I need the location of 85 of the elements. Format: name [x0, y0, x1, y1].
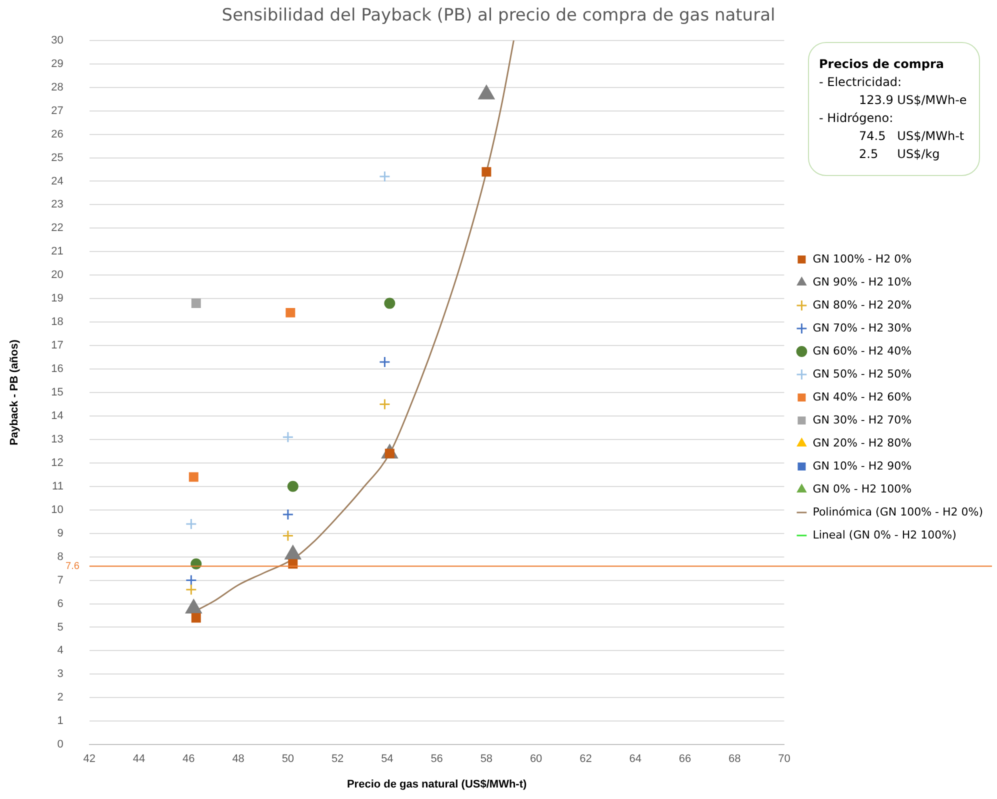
legend-label: GN 0% - H2 100% — [812, 482, 912, 496]
legend-label: GN 50% - H2 50% — [812, 367, 912, 380]
y-tick-label: 1 — [57, 715, 64, 728]
y-tick-label: 22 — [51, 222, 64, 234]
y-tick-label: 16 — [51, 363, 64, 376]
point — [384, 298, 396, 309]
y-tick-label: 12 — [51, 456, 64, 469]
point — [191, 298, 201, 308]
y-tick-label: 28 — [51, 81, 64, 94]
point — [185, 518, 197, 530]
y-tick-label: 15 — [51, 386, 64, 399]
legend-label: GN 70% - H2 30% — [812, 321, 912, 334]
y-tick-label: 7 — [57, 574, 64, 586]
y-tick-label: 3 — [57, 668, 64, 680]
y-axis-title: Payback - PB (años) — [8, 339, 21, 446]
y-tick-label: 20 — [51, 269, 64, 282]
y-tick-label: 10 — [51, 504, 64, 516]
legend-label: GN 90% - H2 10% — [812, 275, 912, 288]
y-tick-label: 9 — [57, 527, 64, 540]
legend-label: Polinómica (GN 100% - H2 0%) — [812, 505, 984, 518]
x-tick-label: 48 — [232, 753, 244, 766]
y-tick-label: 27 — [51, 104, 64, 117]
ref-line-label: 7.6 — [66, 560, 80, 572]
text: 74.5 US$/MWh-t — [858, 128, 966, 145]
text: 2.5 US$/kg — [858, 146, 941, 163]
text: - Hidrógeno: — [819, 110, 894, 127]
x-tick-label: 62 — [580, 753, 592, 766]
y-tick-label: 24 — [51, 175, 64, 188]
y-tick-label: 26 — [51, 128, 64, 140]
y-tick-label: 13 — [51, 433, 64, 446]
x-tick-label: 66 — [678, 753, 692, 766]
x-tick-label: 60 — [530, 753, 542, 766]
point — [282, 508, 294, 520]
x-tick-label: 54 — [381, 753, 394, 766]
y-tick-label: 23 — [51, 198, 64, 211]
point — [282, 431, 294, 443]
x-tick-label: 56 — [430, 753, 443, 766]
x-axis-title: Precio de gas natural (US$/MWh-t) — [346, 778, 527, 790]
legend-label: GN 20% - H2 80% — [812, 436, 912, 450]
text: Precios de compra — [819, 56, 946, 73]
point — [482, 167, 492, 177]
legend-label: GN 80% - H2 20% — [812, 298, 912, 312]
y-tick-label: 17 — [51, 340, 64, 352]
x-tick-label: 68 — [728, 753, 741, 766]
y-tick-label: 2 — [57, 692, 64, 704]
x-tick-label: 52 — [331, 753, 344, 766]
point — [287, 480, 298, 492]
point — [191, 613, 201, 623]
y-tick-label: 11 — [52, 480, 64, 492]
point — [378, 170, 390, 182]
x-tick-label: 64 — [629, 753, 642, 766]
y-tick-label: 4 — [57, 644, 64, 657]
y-tick-label: 30 — [51, 34, 64, 46]
chart-title: Sensibilidad del Payback (PB) al precio de compra de gas natural — [222, 6, 776, 26]
x-tick-label: 44 — [132, 753, 146, 766]
x-tick-label: 50 — [282, 753, 294, 766]
legend-label: GN 30% - H2 70% — [812, 413, 912, 426]
y-tick-label: 14 — [51, 410, 64, 422]
y-tick-label: 21 — [51, 246, 64, 258]
y-tick-label: 0 — [57, 738, 64, 751]
legend-label: GN 100% - H2 0% — [812, 252, 912, 266]
y-tick-label: 5 — [57, 621, 64, 634]
text: 123.9 US$/MWh-e — [858, 92, 968, 109]
y-tick-label: 19 — [51, 292, 64, 305]
x-tick-label: 46 — [182, 753, 195, 766]
x-tick-label: 42 — [83, 753, 96, 766]
point — [286, 308, 296, 318]
text: - Electricidad: — [819, 74, 903, 91]
point — [378, 398, 390, 410]
point — [282, 530, 294, 542]
legend-label: Lineal (GN 0% - H2 100%) — [812, 528, 956, 542]
y-tick-label: 6 — [57, 598, 64, 610]
legend-label: GN 10% - H2 90% — [812, 459, 912, 472]
x-tick-label: 58 — [480, 753, 493, 766]
y-tick-label: 18 — [51, 316, 64, 328]
legend-label: GN 40% - H2 60% — [812, 390, 912, 404]
y-tick-label: 25 — [51, 152, 64, 164]
point — [185, 574, 197, 586]
legend-label: GN 60% - H2 40% — [812, 344, 912, 358]
x-tick-label: 70 — [778, 753, 790, 766]
y-tick-label: 8 — [57, 550, 64, 563]
point — [378, 356, 390, 368]
point — [185, 584, 197, 596]
point — [188, 472, 198, 482]
y-tick-label: 29 — [51, 58, 64, 70]
